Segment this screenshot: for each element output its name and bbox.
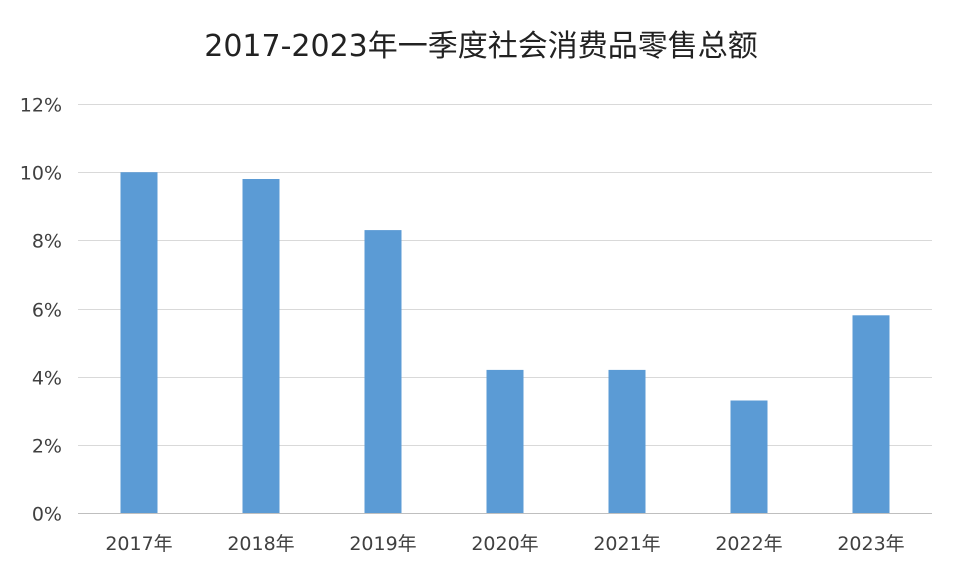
x-tick-label: 2017年 [105,533,172,555]
x-tick-label: 2023年 [837,533,904,555]
bar-2020年 [486,369,524,513]
x-tick-label: 2021年 [593,533,660,555]
y-tick-label: 12% [20,95,62,117]
y-tick-label: 4% [32,368,62,390]
bars [120,172,890,513]
x-tick-label: 2018年 [227,533,294,555]
x-tick-label: 2022年 [715,533,782,555]
bar-2021年 [608,369,646,513]
y-tick-label: 0% [32,504,62,526]
bar-2017年 [120,172,158,513]
bar-2022年 [730,400,768,513]
x-tick-label: 2020年 [471,533,538,555]
y-tick-label: 6% [32,300,62,322]
chart-title: 2017-2023年一季度社会消费品零售总额 [204,29,758,64]
y-tick-label: 8% [32,231,62,253]
bar-2023年 [852,315,890,513]
y-axis-ticks: 0% 2% 4% 6% 8% 10% 12% [20,95,62,526]
bar-2019年 [364,230,402,513]
y-tick-label: 10% [20,163,62,185]
x-tick-label: 2019年 [349,533,416,555]
x-axis-ticks: 2017年 2018年 2019年 2020年 2021年 2022年 2023年 [105,533,904,555]
bar-2018年 [242,179,280,513]
y-tick-label: 2% [32,436,62,458]
